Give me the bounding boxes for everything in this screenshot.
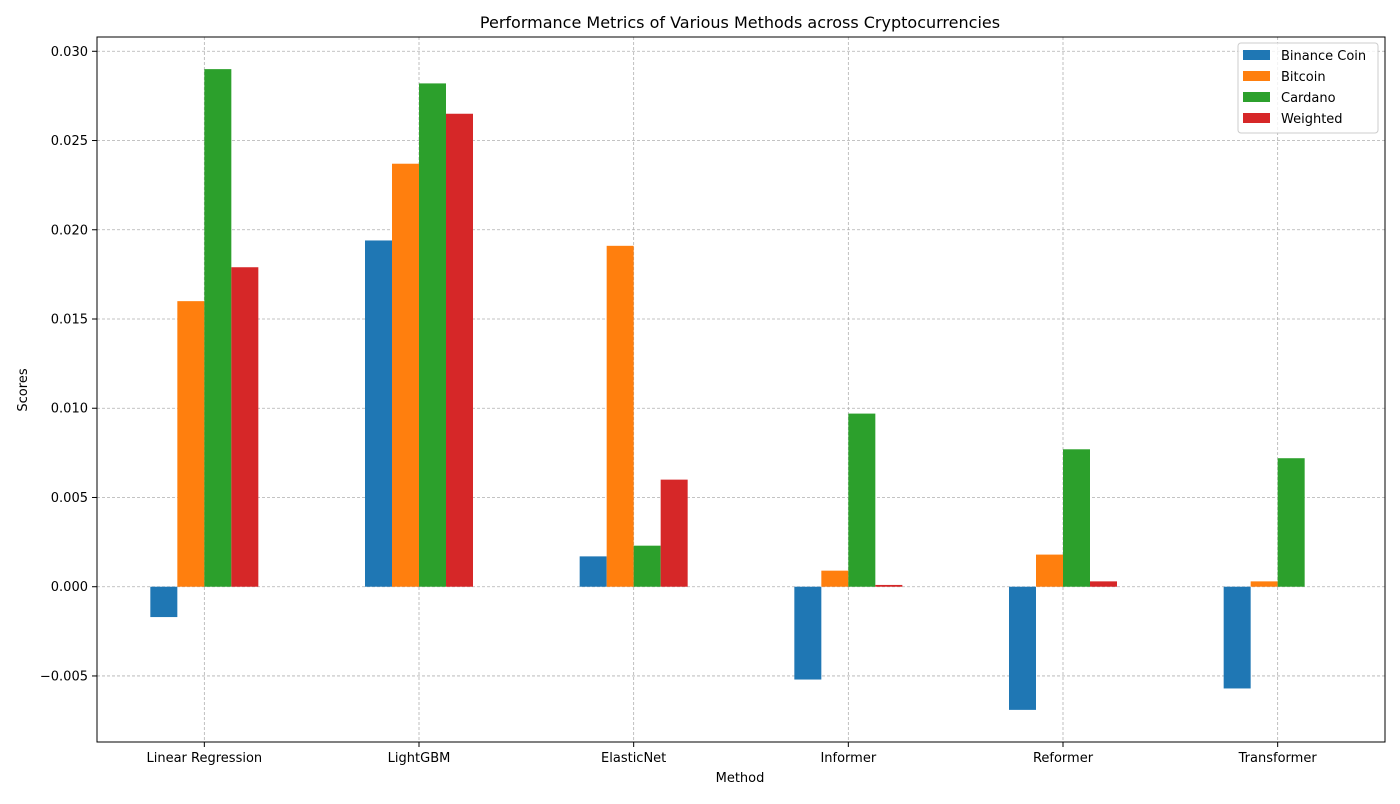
y-tick-label: 0.005 bbox=[51, 491, 88, 506]
bar-bitcoin bbox=[821, 570, 849, 587]
bar-bitcoin bbox=[177, 301, 205, 587]
bar-binance-coin bbox=[579, 556, 607, 587]
legend-label: Bitcoin bbox=[1281, 70, 1326, 85]
legend-label: Binance Coin bbox=[1281, 49, 1366, 64]
legend: Binance Coin Bitcoin Cardano Weighted bbox=[1237, 42, 1379, 134]
bar-binance-coin bbox=[1223, 586, 1251, 689]
bar-cardano bbox=[419, 83, 446, 587]
grid-lines bbox=[97, 37, 1385, 742]
legend-swatch bbox=[1243, 50, 1270, 60]
y-axis-label: Scores bbox=[16, 368, 31, 411]
bar-binance-coin bbox=[1009, 586, 1036, 710]
bar-cardano bbox=[848, 413, 876, 587]
x-axis-label: Method bbox=[716, 771, 765, 786]
bar-binance-coin bbox=[794, 586, 822, 680]
axes: −0.005 0.000 0.005 0.010 0.015 0.020 0.025 0.03… bbox=[40, 36, 1386, 766]
x-tick-label: ElasticNet bbox=[601, 751, 666, 766]
bar-cardano bbox=[204, 69, 232, 587]
y-tick-label: 0.030 bbox=[51, 45, 88, 60]
bar-bitcoin bbox=[1036, 554, 1063, 587]
y-tick-label: 0.015 bbox=[51, 313, 88, 328]
x-tick-label: Reformer bbox=[1033, 751, 1094, 766]
y-tick-label: 0.000 bbox=[51, 580, 88, 595]
legend-label: Cardano bbox=[1281, 91, 1336, 106]
bar-binance-coin bbox=[365, 240, 392, 587]
legend-label: Weighted bbox=[1281, 112, 1343, 127]
y-tick-label: 0.020 bbox=[51, 223, 88, 238]
chart-title: Performance Metrics of Various Methods a… bbox=[480, 13, 1000, 32]
x-tick-label: LightGBM bbox=[388, 751, 451, 766]
bar-weighted bbox=[660, 479, 688, 587]
bar-binance-coin bbox=[150, 586, 178, 618]
legend-swatch bbox=[1243, 71, 1270, 81]
bar-weighted bbox=[231, 267, 259, 587]
bar-weighted bbox=[875, 584, 903, 587]
y-tick-label: 0.025 bbox=[51, 134, 88, 149]
legend-box bbox=[1237, 42, 1379, 134]
bar-weighted bbox=[1090, 581, 1117, 587]
bar-weighted bbox=[446, 113, 473, 587]
bar-cardano bbox=[633, 545, 661, 587]
bars bbox=[150, 69, 1305, 710]
x-tick-label: Informer bbox=[820, 751, 876, 766]
bar-bitcoin bbox=[606, 245, 634, 587]
plot-frame bbox=[96, 36, 1386, 743]
y-tick-label: −0.005 bbox=[40, 669, 88, 684]
legend-swatch bbox=[1243, 113, 1270, 123]
y-tick-label: 0.010 bbox=[51, 402, 88, 417]
bar-cardano bbox=[1063, 449, 1090, 587]
x-tick-label: Transformer bbox=[1238, 751, 1318, 766]
x-tick-label: Linear Regression bbox=[147, 751, 263, 766]
legend-swatch bbox=[1243, 92, 1270, 102]
bar-bitcoin bbox=[1250, 581, 1278, 587]
bar-bitcoin bbox=[392, 163, 419, 587]
bar-cardano bbox=[1277, 458, 1305, 587]
